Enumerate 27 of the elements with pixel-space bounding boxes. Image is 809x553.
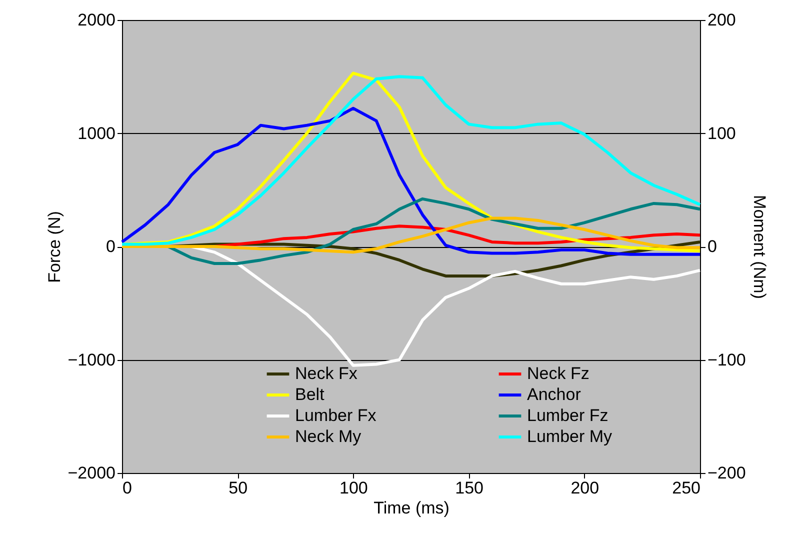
y2-tick-label: 0 <box>708 237 717 256</box>
y-tick-label: 0 <box>106 237 116 256</box>
y2-tick-label: 100 <box>708 124 736 143</box>
x-tick-label: 100 <box>340 478 368 498</box>
legend-label: Belt <box>295 385 325 404</box>
y2-tick-label: −200 <box>708 464 746 482</box>
y2-tick-label: 200 <box>708 10 736 30</box>
legend-label: Lumber Fx <box>295 406 377 425</box>
y-tick-label: −1000 <box>68 350 116 370</box>
legend-label: Lumber Fz <box>527 406 608 425</box>
legend-label: Neck Fz <box>527 364 590 383</box>
x-tick-label: 50 <box>228 478 248 498</box>
y-axis-title: Force (N) <box>44 211 64 283</box>
x-tick-label: 200 <box>570 478 600 498</box>
legend-label: Lumber My <box>527 427 613 446</box>
x-tick-label: 150 <box>455 478 484 498</box>
y-tick-label: −2000 <box>68 464 116 482</box>
y-tick-label: 1000 <box>78 124 116 143</box>
x-tick-label: 250 <box>672 478 700 498</box>
y-tick-label: 2000 <box>78 10 116 30</box>
x-axis-title: Time (ms) <box>374 498 450 518</box>
x-tick-label: 0 <box>122 478 132 498</box>
legend-label: Neck Fx <box>295 364 358 383</box>
legend-label: Neck My <box>295 427 362 446</box>
y2-axis-title: Moment (Nm) <box>750 195 769 299</box>
y2-tick-label: −100 <box>708 350 746 370</box>
legend-label: Anchor <box>527 385 582 404</box>
